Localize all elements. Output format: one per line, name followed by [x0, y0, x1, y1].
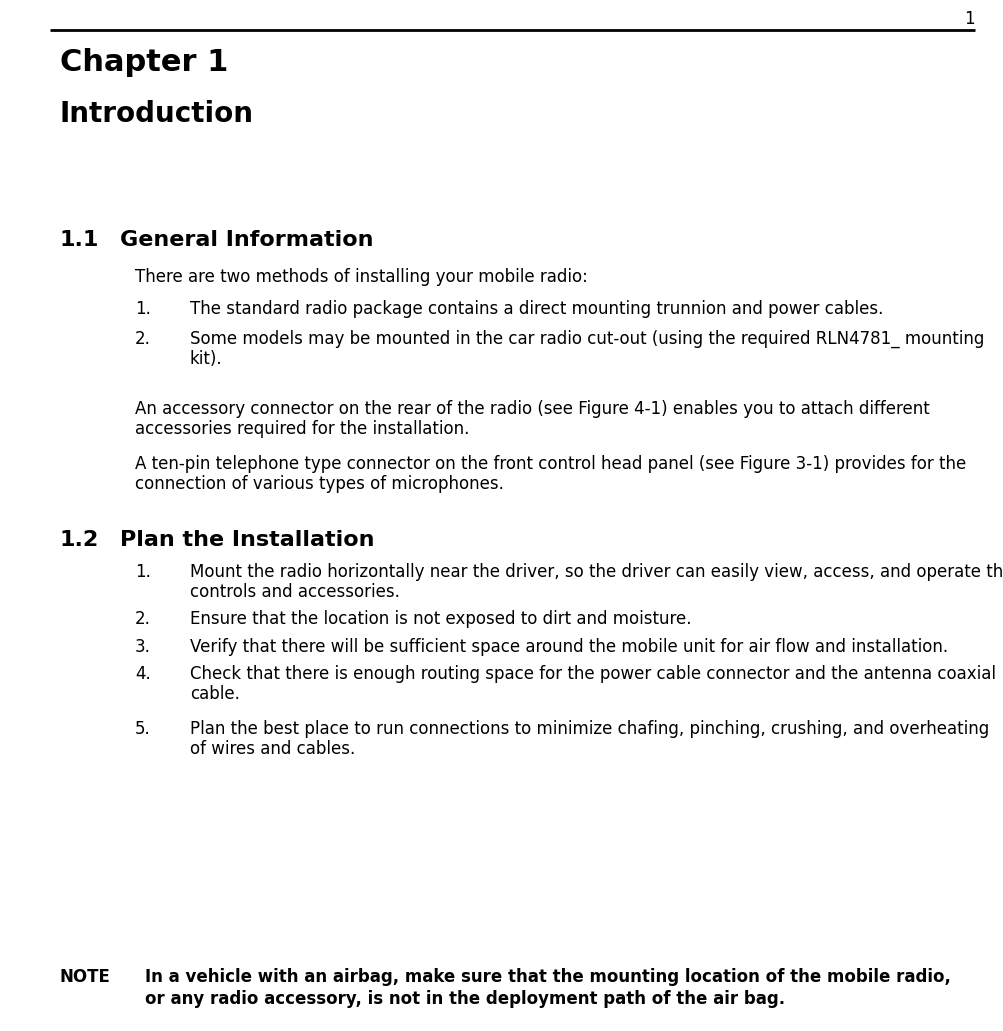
Text: kit).: kit). — [190, 350, 223, 368]
Text: 4.: 4. — [134, 665, 150, 683]
Text: There are two methods of installing your mobile radio:: There are two methods of installing your… — [134, 268, 588, 286]
Text: Mount the radio horizontally near the driver, so the driver can easily view, acc: Mount the radio horizontally near the dr… — [190, 563, 1003, 581]
Text: 1.: 1. — [134, 300, 150, 318]
Text: controls and accessories.: controls and accessories. — [190, 583, 399, 601]
Text: Introduction: Introduction — [60, 100, 254, 128]
Text: A ten-pin telephone type connector on the front control head panel (see Figure 3: A ten-pin telephone type connector on th… — [134, 455, 965, 473]
Text: Verify that there will be sufficient space around the mobile unit for air flow a: Verify that there will be sufficient spa… — [190, 638, 947, 656]
Text: accessories required for the installation.: accessories required for the installatio… — [134, 420, 469, 438]
Text: Check that there is enough routing space for the power cable connector and the a: Check that there is enough routing space… — [190, 665, 995, 683]
Text: Some models may be mounted in the car radio cut-out (using the required RLN4781_: Some models may be mounted in the car ra… — [190, 330, 983, 348]
Text: or any radio accessory, is not in the deployment path of the air bag.: or any radio accessory, is not in the de… — [144, 990, 784, 1008]
Text: Plan the best place to run connections to minimize chafing, pinching, crushing, : Plan the best place to run connections t… — [190, 720, 988, 738]
Text: 3.: 3. — [134, 638, 150, 656]
Text: General Information: General Information — [120, 230, 373, 250]
Text: Ensure that the location is not exposed to dirt and moisture.: Ensure that the location is not exposed … — [190, 610, 691, 628]
Text: 1: 1 — [964, 10, 974, 28]
Text: 1.2: 1.2 — [60, 530, 99, 550]
Text: cable.: cable. — [190, 685, 240, 703]
Text: The standard radio package contains a direct mounting trunnion and power cables.: The standard radio package contains a di… — [190, 300, 883, 318]
Text: 2.: 2. — [134, 610, 150, 628]
Text: Chapter 1: Chapter 1 — [60, 48, 228, 77]
Text: 5.: 5. — [134, 720, 150, 738]
Text: NOTE: NOTE — [60, 968, 110, 986]
Text: Plan the Installation: Plan the Installation — [120, 530, 374, 550]
Text: of wires and cables.: of wires and cables. — [190, 740, 355, 758]
Text: connection of various types of microphones.: connection of various types of microphon… — [134, 475, 504, 493]
Text: 2.: 2. — [134, 330, 150, 348]
Text: 1.1: 1.1 — [60, 230, 99, 250]
Text: 1.: 1. — [134, 563, 150, 581]
Text: An accessory connector on the rear of the radio (see Figure 4-1) enables you to : An accessory connector on the rear of th… — [134, 400, 929, 418]
Text: In a vehicle with an airbag, make sure that the mounting location of the mobile : In a vehicle with an airbag, make sure t… — [144, 968, 950, 986]
